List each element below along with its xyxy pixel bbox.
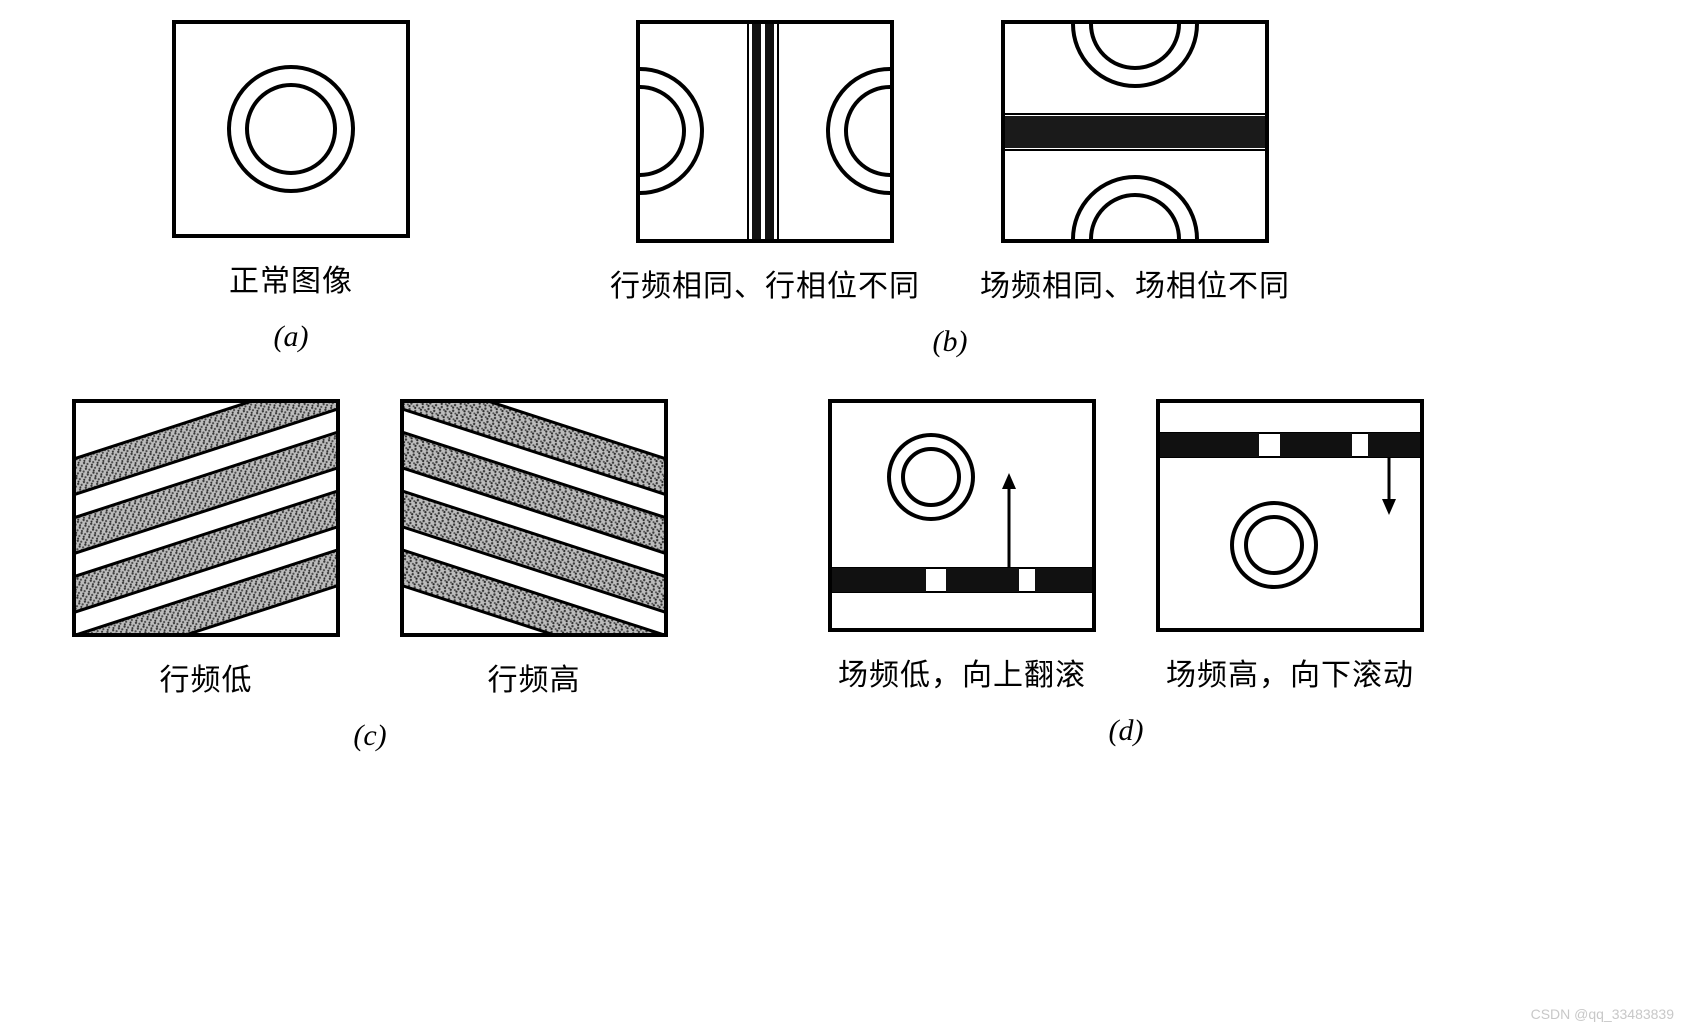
grouplabel-d: (d)	[1109, 714, 1144, 748]
panel-c2: 行频高	[400, 399, 668, 699]
panel-d1: 场频低，向上翻滚	[828, 399, 1096, 694]
box-a	[172, 20, 410, 238]
box-b1	[636, 20, 894, 243]
group-b: 行频相同、行相位不同	[580, 20, 1320, 359]
box-d1	[828, 399, 1096, 632]
vphase-svg	[1005, 24, 1265, 239]
panel-d2: 场频高，向下滚动	[1156, 399, 1424, 694]
panel-c1: 行频低	[72, 399, 340, 699]
hphase-svg	[640, 24, 890, 239]
diagram-page: 正常图像 (a)	[42, 20, 1642, 753]
panel-b1: 行频相同、行相位不同	[610, 20, 920, 305]
grouplabel-a: (a)	[274, 320, 309, 354]
caption-a: 正常图像	[229, 256, 353, 300]
normal-image-svg	[176, 24, 406, 234]
box-b2	[1001, 20, 1269, 243]
box-c1	[72, 399, 340, 637]
group-a: 正常图像 (a)	[142, 20, 440, 354]
panel-b2: 场频相同、场相位不同	[980, 20, 1290, 305]
group-c: 行频低	[42, 399, 698, 753]
grouplabel-b: (b)	[933, 325, 968, 359]
caption-d2: 场频高，向下滚动	[1166, 650, 1414, 694]
vfreq-low-svg	[832, 403, 1092, 628]
caption-d1: 场频低，向上翻滚	[838, 650, 1086, 694]
caption-b2: 场频相同、场相位不同	[980, 261, 1290, 305]
group-d: 场频低，向上翻滚	[798, 399, 1454, 748]
panel-a: 正常图像	[172, 20, 410, 300]
hfreq-low-svg	[76, 403, 336, 633]
caption-b1: 行频相同、行相位不同	[610, 261, 920, 305]
box-c2	[400, 399, 668, 637]
caption-c2: 行频高	[488, 655, 581, 699]
grouplabel-c: (c)	[353, 719, 386, 753]
caption-c1: 行频低	[160, 655, 253, 699]
row-2: 行频低	[42, 399, 1642, 753]
box-d2	[1156, 399, 1424, 632]
vfreq-high-svg	[1160, 403, 1420, 628]
row-1: 正常图像 (a)	[42, 20, 1642, 359]
watermark: CSDN @qq_33483839	[1531, 1006, 1674, 1022]
hfreq-high-svg	[404, 403, 664, 633]
